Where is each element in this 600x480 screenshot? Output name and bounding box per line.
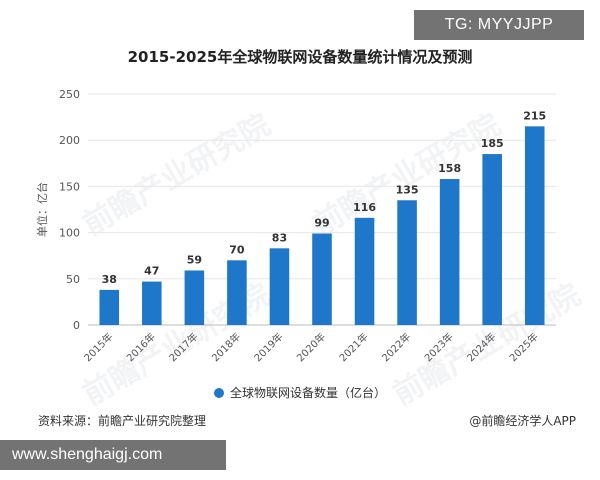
bar <box>312 233 332 325</box>
bar <box>227 260 247 325</box>
data-label: 70 <box>229 243 245 256</box>
y-tick-label: 100 <box>59 227 80 240</box>
bar <box>439 179 460 325</box>
chart-legend: 全球物联网设备数量（亿台） <box>0 384 600 401</box>
y-tick-label: 150 <box>59 180 80 193</box>
bar-chart: 0 50 100 150 200 250 单位：亿台 38 2015年 47 2016年 59 2017… <box>35 88 556 364</box>
x-tick-label: 2022年 <box>379 330 413 364</box>
data-label: 185 <box>481 137 504 150</box>
bar <box>482 154 502 325</box>
bar <box>397 200 417 325</box>
bar <box>269 248 290 325</box>
chart-title: 2015-2025年全球物联网设备数量统计情况及预测 <box>127 48 473 66</box>
bar <box>524 126 545 325</box>
x-tick-label: 2017年 <box>166 330 200 364</box>
data-source-note: 资料来源：前瞻产业研究院整理 <box>38 414 207 428</box>
y-tick-label: 250 <box>59 88 80 101</box>
x-tick-label: 2020年 <box>294 330 328 364</box>
data-label: 135 <box>396 183 419 196</box>
x-tick-label: 2024年 <box>464 330 498 364</box>
y-tick-label: 0 <box>73 319 80 332</box>
data-label: 38 <box>102 273 117 286</box>
x-tick-label: 2025年 <box>507 330 541 364</box>
data-label: 59 <box>187 253 202 266</box>
legend-label: 全球物联网设备数量（亿台） <box>229 386 386 400</box>
y-axis-label: 单位：亿台 <box>35 182 49 237</box>
x-tick-label: 2015年 <box>81 330 115 364</box>
x-tick-label: 2016年 <box>124 330 158 364</box>
bar <box>99 289 120 325</box>
site-url-banner: www.shenghaigj.com <box>0 440 226 470</box>
x-tick-label: 2021年 <box>336 330 370 364</box>
publisher-credit: @前瞻经济学人APP <box>469 414 576 428</box>
legend-marker <box>213 388 224 398</box>
x-tick-label: 2018年 <box>209 330 243 364</box>
data-label: 47 <box>144 265 159 278</box>
x-tick-label: 2019年 <box>251 330 285 364</box>
y-tick-label: 200 <box>59 134 80 147</box>
data-label: 215 <box>523 109 546 122</box>
bar <box>354 217 375 325</box>
x-tick-label: 2023年 <box>421 330 455 364</box>
data-label: 116 <box>353 201 376 214</box>
data-label: 83 <box>272 231 287 244</box>
bar <box>184 270 205 325</box>
data-label: 158 <box>438 162 461 175</box>
bar <box>142 281 162 325</box>
y-tick-label: 50 <box>66 273 80 286</box>
channel-tag: TG: MYYJJPP <box>414 10 584 40</box>
data-label: 99 <box>314 217 329 230</box>
